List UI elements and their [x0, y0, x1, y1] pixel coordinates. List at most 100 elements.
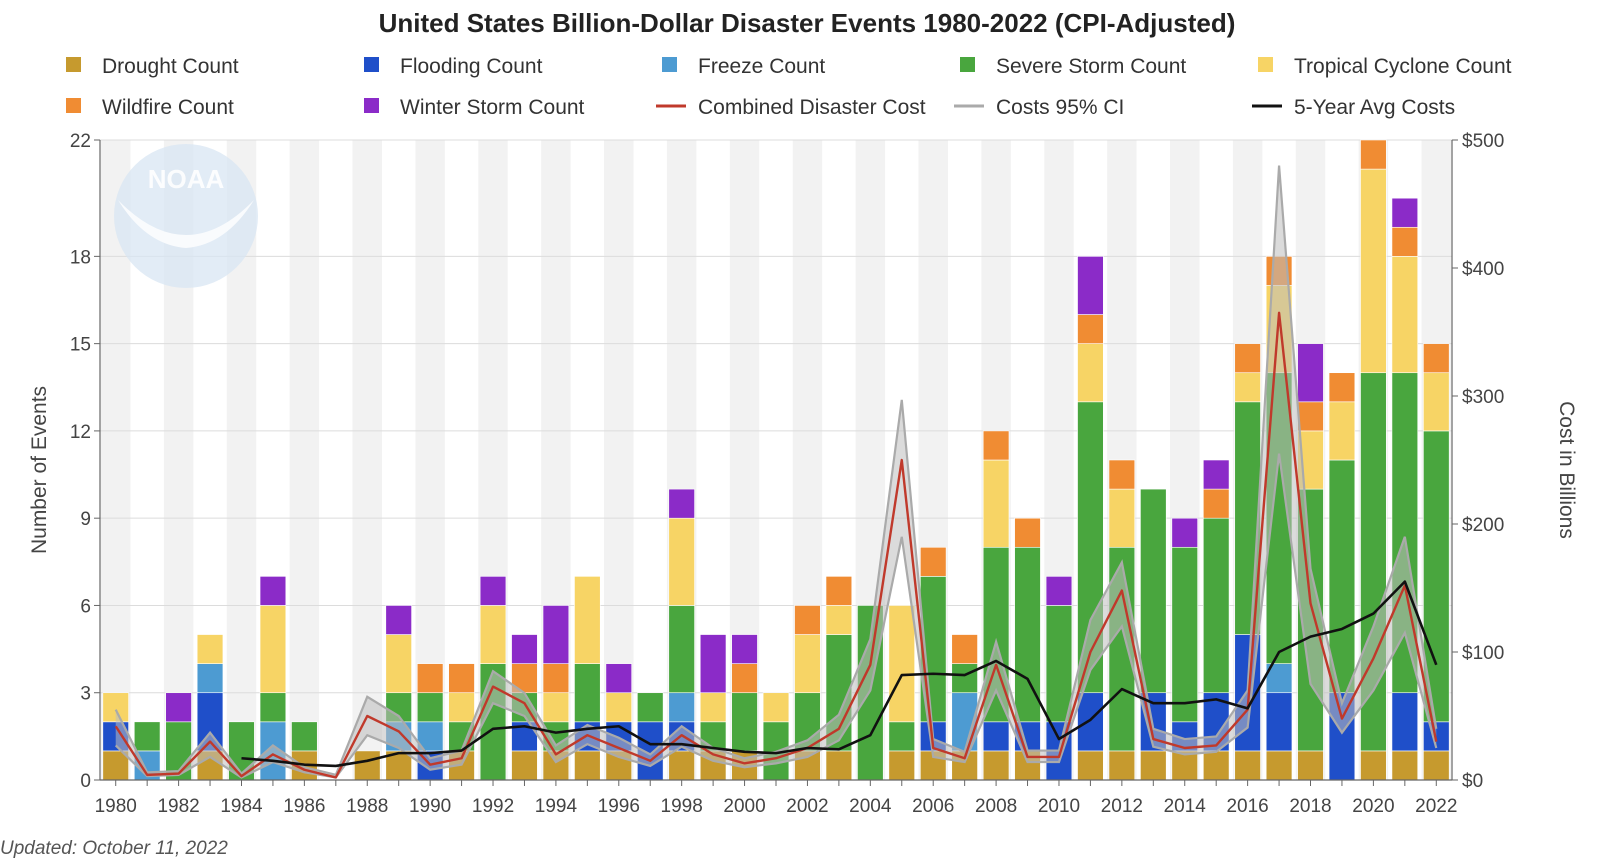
legend-label: Costs 95% CI: [996, 96, 1124, 119]
y-tick-label: 15: [70, 335, 91, 356]
y2-tick-label: $100: [1462, 643, 1504, 664]
x-tick-label: 1996: [598, 796, 640, 817]
legend-label: Severe Storm Count: [996, 55, 1186, 78]
legend-label: Wildfire Count: [102, 96, 234, 119]
legend-item: Flooding Count: [364, 55, 543, 78]
y-tick-label: 18: [70, 247, 91, 268]
legend-item: Drought Count: [66, 55, 239, 78]
bar-segment: [1391, 197, 1419, 228]
bar-segment: [1234, 343, 1261, 374]
legend-swatch: [364, 57, 379, 72]
x-tick-label: 2004: [849, 796, 892, 817]
bar-segment: [825, 605, 853, 635]
bar-segment: [1171, 517, 1198, 548]
bar-segment: [542, 605, 570, 664]
five-year-avg-line: [241, 580, 1438, 768]
bar-segment: [1140, 488, 1167, 694]
legend-swatch: [364, 98, 379, 113]
line-series: [114, 165, 1438, 779]
legend-label: Flooding Count: [400, 55, 543, 78]
y-tick-label: 3: [80, 684, 91, 705]
x-tick-label: 2018: [1289, 796, 1331, 817]
bar-segment: [605, 663, 632, 694]
bar-segment: [574, 576, 601, 664]
x-tick-label: 1992: [472, 796, 514, 817]
bar-segment: [668, 692, 695, 723]
bar-segment: [1328, 401, 1356, 461]
bar-segment: [668, 488, 695, 519]
legend-label: Tropical Cyclone Count: [1294, 55, 1512, 78]
bar-segment: [982, 721, 1010, 752]
bar-segment: [511, 634, 538, 664]
bar-segment: [668, 750, 695, 781]
bar-segment: [920, 546, 947, 577]
x-tick-label: 1980: [95, 796, 137, 817]
legend-swatch: [1258, 57, 1273, 72]
bar-segment: [448, 692, 475, 723]
bar-segment: [196, 663, 224, 694]
bar-segment: [354, 750, 381, 781]
bar-segment: [1140, 750, 1167, 781]
bar-segment: [1045, 605, 1073, 723]
legend-item: Costs 95% CI: [954, 96, 1124, 119]
bar-segment: [1423, 372, 1450, 432]
legend-item: 5-Year Avg Costs: [1252, 96, 1455, 119]
y2-axis-title: Cost in Billions: [1555, 401, 1578, 539]
bar-segment: [1045, 576, 1073, 606]
bar-segment: [1202, 517, 1230, 694]
bar-segment: [1297, 343, 1324, 403]
bar-segment: [102, 750, 129, 781]
bar-segment: [1360, 750, 1387, 781]
bar-segment: [574, 750, 601, 781]
bar-segment: [1171, 750, 1198, 781]
bar-segment: [1202, 459, 1230, 490]
updated-note: Updated: October 11, 2022: [0, 838, 228, 859]
bar-segment: [1328, 372, 1356, 403]
legend-swatch: [662, 57, 677, 72]
y-tick-label: 6: [80, 596, 91, 617]
bar-segment: [259, 576, 287, 606]
x-tick-label: 2008: [975, 796, 1017, 817]
bar-segment: [1297, 750, 1324, 781]
bar-segment: [1077, 256, 1104, 315]
legend-item: Winter Storm Count: [364, 96, 585, 119]
bar-segment: [888, 750, 915, 781]
y2-tick-label: $0: [1462, 771, 1483, 792]
legend-label: 5-Year Avg Costs: [1294, 96, 1455, 119]
bar-segment: [133, 721, 161, 752]
bar-segment: [1265, 750, 1293, 781]
bar-segment: [1265, 692, 1293, 752]
x-tick-label: 1986: [283, 796, 325, 817]
bar-segment: [542, 663, 570, 694]
logo-text: NOAA: [148, 164, 225, 194]
bar-segment: [1423, 750, 1450, 781]
bar-segment: [668, 605, 695, 694]
bar-segment: [731, 663, 758, 694]
bar-segment: [1108, 459, 1136, 490]
y-axis-title: Number of Events: [28, 386, 51, 554]
bar-segment: [825, 750, 853, 781]
bar-segment: [825, 576, 853, 606]
bar-segment: [982, 750, 1010, 781]
x-tick-label: 2006: [912, 796, 954, 817]
bar-segment: [196, 634, 224, 664]
bar-segment: [1108, 488, 1136, 548]
bar-segment: [1108, 750, 1136, 781]
column-band: [288, 140, 321, 780]
bar-segment: [291, 721, 318, 752]
ci-band-area: [115, 165, 1437, 778]
bar-segment: [1077, 692, 1104, 752]
bar-segment: [448, 663, 475, 694]
y-tick-label: 22: [70, 131, 91, 152]
bar-segment: [1077, 343, 1104, 403]
bar-segment: [1077, 750, 1104, 781]
x-tick-label: 2012: [1101, 796, 1143, 817]
bar-segment: [731, 692, 758, 752]
y-tick-label: 9: [80, 509, 91, 530]
legend-swatch: [66, 57, 81, 72]
column-band: [351, 140, 383, 780]
x-tick-label: 2010: [1038, 796, 1080, 817]
x-tick-label: 2020: [1352, 796, 1394, 817]
bar-segment: [637, 692, 664, 723]
